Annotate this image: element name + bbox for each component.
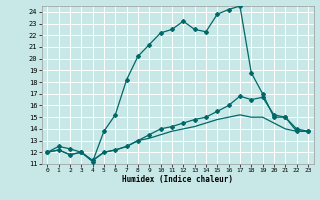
X-axis label: Humidex (Indice chaleur): Humidex (Indice chaleur) <box>122 175 233 184</box>
